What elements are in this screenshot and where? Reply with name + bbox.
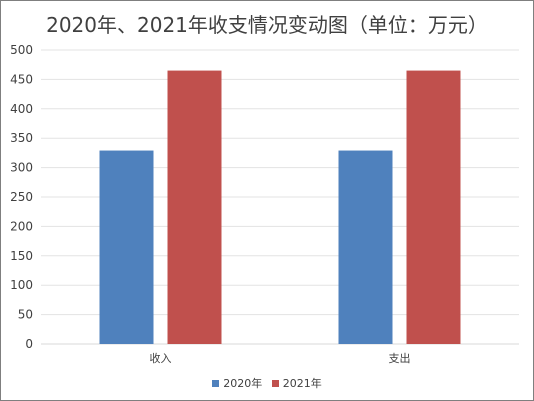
- y-tick-label-300: 300: [10, 161, 33, 175]
- y-tick-label-50: 50: [18, 308, 33, 322]
- y-tick-label-500: 500: [10, 43, 33, 57]
- x-tick-label-支出: 支出: [389, 351, 411, 365]
- y-tick-label-0: 0: [25, 337, 33, 351]
- legend-swatch-2020: [212, 379, 220, 387]
- x-tick-label-收入: 收入: [150, 351, 172, 365]
- y-tick-label-200: 200: [10, 219, 33, 233]
- legend-item-2020: 2020年: [212, 375, 262, 391]
- y-tick-label-350: 350: [10, 131, 33, 145]
- y-tick-label-450: 450: [10, 72, 33, 86]
- bar-支出-2021年: [406, 70, 461, 344]
- legend-label-2020: 2020年: [223, 377, 263, 390]
- bar-收入-2021年: [167, 70, 222, 344]
- legend-label-2021: 2021年: [282, 377, 322, 390]
- y-tick-label-100: 100: [10, 278, 33, 292]
- bar-收入-2020年: [99, 150, 154, 344]
- legend-swatch-2021: [271, 379, 279, 387]
- legend: 2020年 2021年: [1, 375, 533, 391]
- y-tick-label-150: 150: [10, 249, 33, 263]
- y-tick-label-400: 400: [10, 102, 33, 116]
- chart-title: 2020年、2021年收支情况变动图（单位：万元）: [46, 13, 488, 37]
- y-tick-label-250: 250: [10, 190, 33, 204]
- legend-item-2021: 2021年: [271, 375, 322, 391]
- bar-支出-2020年: [338, 150, 393, 344]
